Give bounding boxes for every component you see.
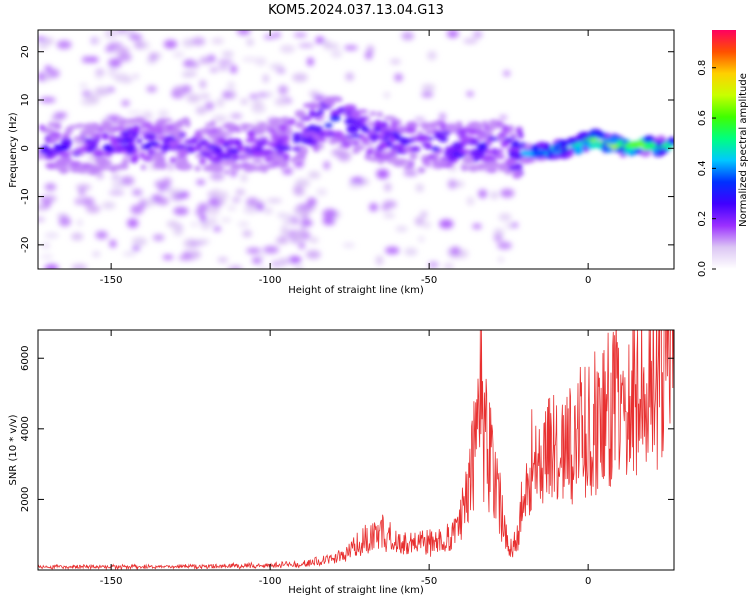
- snr-xtick-label: -50: [421, 576, 437, 587]
- snr-ylabel: SNR (10 * v/v): [8, 414, 19, 485]
- colorbar-bar: [712, 30, 736, 269]
- snr-xtick-label: -100: [259, 576, 282, 587]
- colorbar-tick-label: 0.4: [697, 160, 708, 176]
- spectrogram-ytick-label: 10: [20, 94, 31, 107]
- snr-ytick-label: 4000: [20, 416, 31, 441]
- spectrogram-ytick-label: -10: [20, 188, 31, 204]
- colorbar-tick-label: 0.6: [697, 110, 708, 126]
- spectrogram-ytick-label: -20: [20, 237, 31, 253]
- snr-ticks: -150 -100 -50 0 2000 4000 6000: [20, 330, 674, 587]
- colorbar-tick-label: 0.2: [697, 211, 708, 227]
- colorbar-label: Normalized spectral amplitude: [738, 73, 749, 227]
- spectrogram-xtick-label: -50: [421, 275, 437, 286]
- snr-ytick-label: 6000: [20, 346, 31, 371]
- snr-xlabel: Height of straight line (km): [288, 585, 424, 596]
- snr-xtick-label: 0: [585, 576, 591, 587]
- spectrogram-ytick-label: 20: [20, 45, 31, 58]
- spectrogram-xtick-label: -150: [100, 275, 123, 286]
- spectrogram-xtick-label: 0: [585, 275, 591, 286]
- spectrogram-xlabel: Height of straight line (km): [288, 285, 424, 296]
- spectrogram-ytick-label: 0: [20, 145, 31, 151]
- colorbar-ticks: 0.0 0.2 0.4 0.6 0.8: [697, 60, 716, 277]
- spectrogram-ylabel: Frequency (Hz): [8, 112, 19, 188]
- snr-ytick-label: 2000: [20, 487, 31, 512]
- figure-title: KOM5.2024.037.13.04.G13: [268, 3, 444, 18]
- spectrogram-blobs: [38, 30, 674, 269]
- colorbar: 0.0 0.2 0.4 0.6 0.8 Normalized spectral ampl…: [697, 30, 749, 277]
- snr-series-line: [38, 330, 674, 570]
- snr-frame: [37, 329, 675, 571]
- spectrogram-xtick-label: -100: [259, 275, 282, 286]
- spectrogram-frame: [37, 29, 675, 270]
- colorbar-tick-label: 0.0: [697, 261, 708, 277]
- snr-xtick-label: -150: [100, 576, 123, 587]
- snr-panel: -150 -100 -50 0 2000 4000 6000 Height of strai…: [8, 329, 675, 596]
- colorbar-tick-label: 0.8: [697, 60, 708, 76]
